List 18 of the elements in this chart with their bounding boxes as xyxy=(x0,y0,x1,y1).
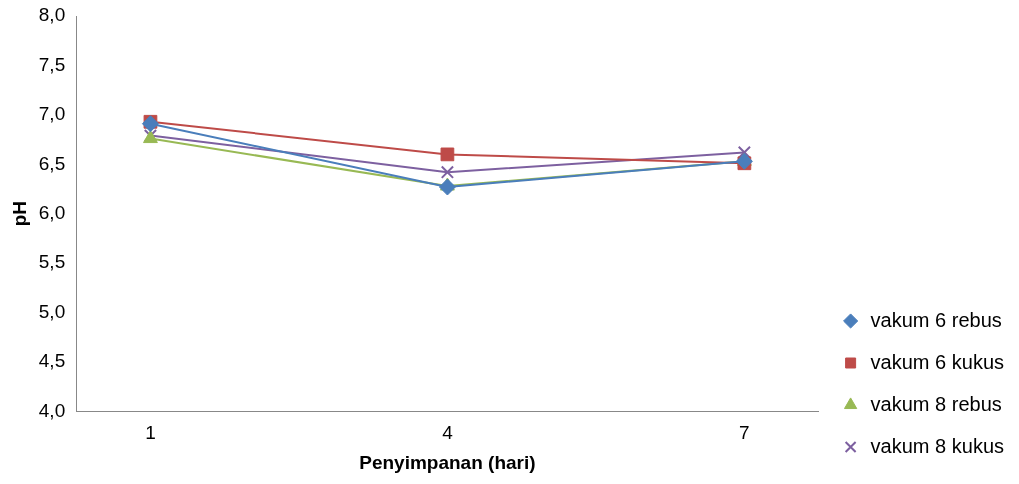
y-tick-label: 8,0 xyxy=(38,4,66,26)
legend-label: vakum 8 rebus xyxy=(870,392,1002,415)
y-tick-label: 7,5 xyxy=(38,53,66,75)
y-tick-label: 7,0 xyxy=(38,103,66,125)
y-tick-label: 6,5 xyxy=(38,152,66,174)
y-tick-label: 5,0 xyxy=(38,300,66,322)
x-tick-label: 1 xyxy=(145,422,156,444)
legend-label: vakum 6 rebus xyxy=(870,308,1002,331)
x-axis-title: Penyimpanan (hari) xyxy=(359,451,536,473)
y-tick-label: 4,5 xyxy=(38,350,66,372)
y-tick-label: 4,0 xyxy=(38,399,66,421)
y-tick-label: 6,0 xyxy=(38,201,66,223)
legend-label: vakum 8 kukus xyxy=(870,434,1004,457)
x-tick-label: 4 xyxy=(442,422,454,444)
x-tick-label: 7 xyxy=(739,422,750,444)
legend-label: vakum 6 kukus xyxy=(870,350,1004,373)
y-axis-title: pH xyxy=(8,201,30,227)
y-tick-label: 5,5 xyxy=(38,251,66,273)
